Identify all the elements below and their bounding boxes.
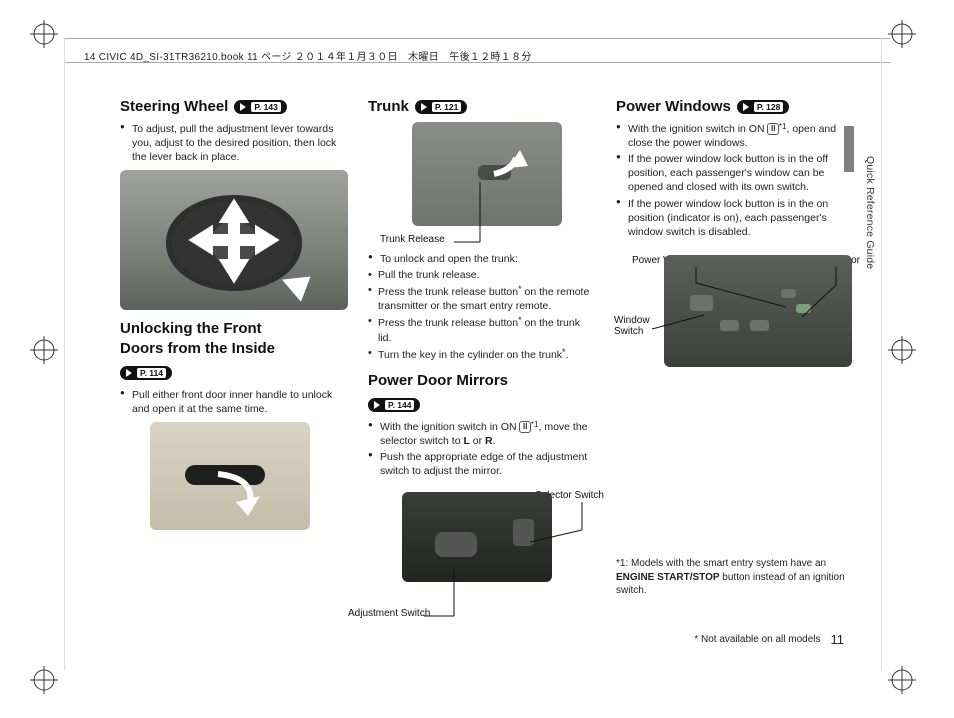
page-ref-number: P. 121 [432,102,461,112]
page-ref-pill: P. 121 [415,100,467,114]
heading-power-windows: Power Windows P. 128 [616,98,860,116]
heading-unlocking-line2: Doors from the Inside [120,340,348,358]
crop-mark-icon [888,666,916,694]
bullet-text: If the power window lock button is in th… [616,197,860,240]
callout-adjustment-switch: Adjustment Switch [348,608,430,619]
crop-mark-icon [30,20,58,48]
heading-text: Power Door Mirrors [368,372,508,390]
crop-mark-icon [30,666,58,694]
ignition-mode-icon: II [519,421,530,433]
heading-power-door-mirrors: Power Door Mirrors [368,372,596,390]
page-ref-pill: P. 144 [368,398,420,412]
figure-trunk-release: Trunk Release [386,122,586,226]
crop-mark-icon [888,336,916,364]
bullet-text: Turn the key in the cylinder on the trun… [368,346,596,362]
heading-trunk: Trunk P. 121 [368,98,596,116]
footnote-smart-entry: *1: Models with the smart entry system h… [616,557,860,598]
bullet-text: With the ignition switch in ON II*1, mov… [368,420,596,448]
header-file-path: 14 CIVIC 4D_SI-31TR36210.book 11 ページ ２０１… [84,48,532,63]
arrow-icon [240,103,246,111]
figure-steering-wheel [120,170,348,310]
footnote-availability: * Not available on all models [694,634,820,645]
heading-unlocking: Unlocking the Front [120,320,348,338]
arrow-icon [421,103,427,111]
page-ref-number: P. 143 [251,102,280,112]
bullet-text: Press the trunk release button* on the t… [368,314,596,344]
heading-text: Power Windows [616,98,731,116]
figure-door-handle [150,422,310,530]
page-ref-number: P. 144 [385,400,414,410]
crop-mark-icon [888,20,916,48]
arrow-icon [374,401,380,409]
heading-steering-wheel: Steering Wheel P. 143 [120,98,348,116]
page-ref-pill: P. 114 [120,366,172,380]
heading-text: Steering Wheel [120,98,228,116]
crop-mark-icon [30,336,58,364]
callout-window-switch: Window Switch [614,315,650,337]
page-ref-number: P. 114 [137,368,166,378]
figure-mirror-switch: Selector Switch Adjustment Switch [384,492,604,582]
sidebar-section-title: Quick Reference Guide [864,156,876,269]
bullet-text: Push the appropriate edge of the adjustm… [368,450,596,478]
page-ref-pill: P. 128 [737,100,789,114]
bullet-text: Pull either front door inner handle to u… [120,388,348,416]
arrow-icon [126,369,132,377]
page-number: 11 [831,632,845,647]
bullet-text: To unlock and open the trunk: [368,252,596,266]
heading-text: Doors from the Inside [120,340,275,358]
ignition-mode-icon: II [767,123,778,135]
figure-window-switch: Power Window Lock Button Indicator Windo… [616,255,860,367]
bullet-text: Press the trunk release button* on the r… [368,283,596,313]
arrow-icon [743,103,749,111]
callout-trunk-release: Trunk Release [380,234,445,245]
bullet-text: To adjust, pull the adjustment lever tow… [120,122,348,165]
callout-lines [616,255,860,415]
bullet-text: Pull the trunk release. [368,268,596,282]
heading-text: Trunk [368,98,409,116]
bullet-text: With the ignition switch in ON II*1, ope… [616,122,860,150]
heading-text: Unlocking the Front [120,320,262,338]
page-ref-pill: P. 143 [234,100,286,114]
page-ref-number: P. 128 [754,102,783,112]
bullet-text: If the power window lock button is in th… [616,152,860,195]
